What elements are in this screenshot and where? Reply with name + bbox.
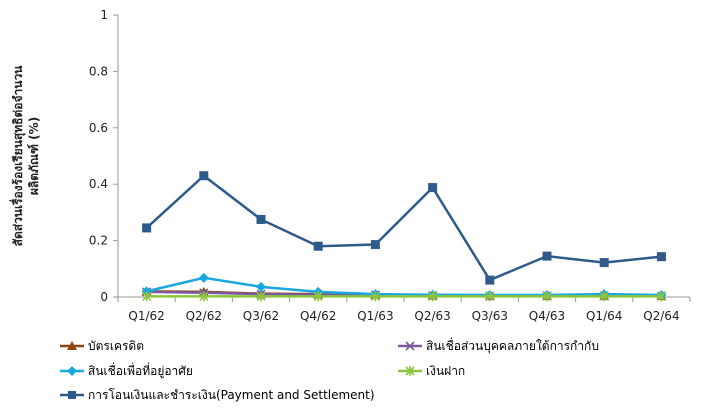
y-tick-label: 0.2	[89, 234, 108, 248]
legend-swatch-marker	[67, 341, 77, 350]
legend-swatch-marker	[68, 391, 76, 399]
legend-swatch-marker	[405, 366, 415, 376]
x-tick-label: Q1/64	[586, 309, 622, 323]
series-5-point	[599, 258, 609, 268]
series-5-line	[145, 174, 662, 282]
series-5-point	[485, 275, 495, 285]
legend-item-3: สินเชื่อเพื่อที่อยู่อาศัย	[60, 362, 193, 379]
legend: บัตรเครดิต สินเชื่อส่วนบุคคลภายใต้การกำกั…	[60, 337, 599, 402]
x-tick-label: Q2/64	[643, 309, 679, 323]
x-tick-label: Q1/62	[128, 309, 164, 323]
y-tick-label: 1	[100, 8, 108, 22]
y-axis-title-line-2: ผลิตภัณฑ์ (%)	[27, 117, 41, 195]
series-4-point	[199, 291, 209, 302]
series-4-point	[313, 291, 323, 302]
x-tick-label: Q1/63	[357, 309, 393, 323]
series-4	[142, 291, 666, 302]
series-4-point	[370, 291, 380, 302]
y-tick-label: 0	[100, 290, 108, 304]
series-4-point	[656, 291, 666, 302]
y-tick-label: 0.4	[89, 177, 108, 191]
legend-item-1: บัตรเครดิต	[60, 339, 144, 353]
legend-item-4: เงินฝาก	[398, 364, 465, 378]
series-layer	[141, 171, 667, 302]
axes	[117, 15, 690, 298]
x-tick-label: Q4/63	[529, 309, 565, 323]
series-4-point	[256, 291, 266, 302]
x-tick-label: Q4/62	[300, 309, 336, 323]
series-5-point	[656, 252, 666, 262]
y-tick-label: 0.8	[89, 64, 108, 78]
series-5-point	[370, 240, 380, 250]
series-5-point	[256, 214, 266, 224]
series-3-line	[146, 276, 662, 297]
y-axis-title-line-1: สัดส่วนเรื่องร้องเรียนสุทธิต่อจำนวน	[9, 65, 26, 247]
legend-label: สินเชื่อส่วนบุคคลภายใต้การกำกับ	[426, 337, 599, 354]
legend-label: การโอนเงินและชำระเงิน(Payment and Settle…	[88, 388, 375, 402]
series-5-point	[142, 223, 152, 233]
legend-swatch-marker	[67, 366, 77, 376]
legend-label: เงินฝาก	[426, 364, 465, 378]
series-5-point	[199, 171, 209, 181]
x-tick-label: Q2/62	[186, 309, 222, 323]
y-tick-label: 0.6	[89, 121, 108, 135]
series-4-point	[542, 291, 552, 302]
series-4-point	[599, 291, 609, 302]
y-ticks: 0 0.2 0.4 0.6 0.8 1	[89, 8, 118, 304]
legend-label: บัตรเครดิต	[88, 339, 144, 353]
series-4-point	[485, 291, 495, 302]
legend-label: สินเชื่อเพื่อที่อยู่อาศัย	[88, 362, 193, 379]
x-tick-label: Q3/63	[472, 309, 508, 323]
series-3-point	[256, 281, 266, 292]
series-5-point	[428, 183, 438, 193]
legend-item-5: การโอนเงินและชำระเงิน(Payment and Settle…	[60, 388, 375, 402]
x-tick-label: Q2/63	[414, 309, 450, 323]
series-5-point	[542, 251, 552, 261]
x-tick-label: Q3/62	[243, 309, 279, 323]
x-ticks: Q1/62 Q2/62 Q3/62 Q4/62 Q1/63 Q2/63 Q3/63 Q4/63…	[117, 297, 691, 323]
series-5-point	[313, 241, 323, 251]
series-4-point	[428, 291, 438, 302]
legend-item-2: สินเชื่อส่วนบุคคลภายใต้การกำกับ	[398, 337, 599, 354]
legend-swatch-marker	[405, 341, 415, 351]
series-3-point	[198, 272, 209, 283]
series-5	[142, 171, 666, 285]
y-axis-title: สัดส่วนเรื่องร้องเรียนสุทธิต่อจำนวน ผลิต…	[9, 65, 41, 247]
series-4-point	[142, 291, 152, 302]
